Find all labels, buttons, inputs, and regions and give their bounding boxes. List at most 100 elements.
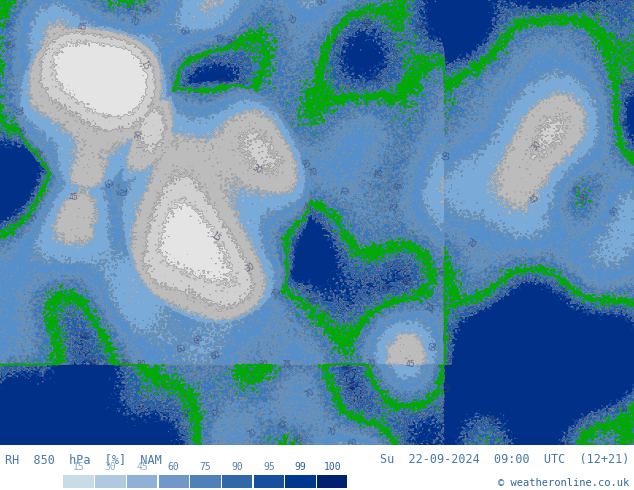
Text: 95: 95 bbox=[488, 412, 498, 424]
Text: 75: 75 bbox=[200, 462, 211, 472]
Text: 80: 80 bbox=[136, 360, 146, 369]
Text: 90: 90 bbox=[304, 294, 316, 307]
Text: 70: 70 bbox=[12, 106, 22, 116]
Text: 95: 95 bbox=[440, 383, 449, 393]
Text: 60: 60 bbox=[103, 177, 117, 191]
Text: 85: 85 bbox=[193, 86, 202, 95]
Text: 95: 95 bbox=[372, 75, 382, 85]
Bar bbox=[158, 475, 189, 488]
Text: 60: 60 bbox=[297, 157, 310, 170]
Bar bbox=[285, 475, 316, 488]
Text: 95: 95 bbox=[362, 19, 372, 27]
Text: 90: 90 bbox=[585, 5, 598, 19]
Text: 90: 90 bbox=[327, 34, 340, 48]
Text: 60: 60 bbox=[439, 150, 448, 161]
Text: 85: 85 bbox=[598, 419, 611, 433]
Bar bbox=[190, 475, 221, 488]
Text: 45: 45 bbox=[528, 192, 541, 205]
Text: 60: 60 bbox=[175, 343, 187, 354]
Text: 60: 60 bbox=[347, 438, 359, 449]
Bar bbox=[95, 475, 126, 488]
Text: 80: 80 bbox=[439, 266, 449, 275]
Text: 75: 75 bbox=[375, 167, 384, 177]
Text: RH  850  hPa  [%]  NAM: RH 850 hPa [%] NAM bbox=[5, 453, 162, 466]
Text: 95: 95 bbox=[217, 77, 228, 88]
Text: Su  22-09-2024  09:00  UTC  (12+21): Su 22-09-2024 09:00 UTC (12+21) bbox=[380, 453, 629, 466]
Text: 75: 75 bbox=[27, 211, 40, 224]
Text: 90: 90 bbox=[181, 407, 194, 420]
Text: 95: 95 bbox=[342, 364, 354, 375]
Text: 80: 80 bbox=[439, 79, 449, 89]
Text: 60: 60 bbox=[168, 462, 179, 472]
Text: 85: 85 bbox=[304, 198, 316, 211]
Text: 95: 95 bbox=[79, 331, 90, 342]
Text: 75: 75 bbox=[275, 418, 288, 431]
Bar bbox=[317, 475, 347, 488]
Text: 95: 95 bbox=[619, 118, 630, 128]
Text: 70: 70 bbox=[463, 237, 477, 250]
Text: 100: 100 bbox=[323, 462, 341, 472]
Text: 70: 70 bbox=[340, 185, 352, 196]
Text: 90: 90 bbox=[616, 80, 626, 91]
Text: 90: 90 bbox=[619, 405, 629, 415]
Text: 95: 95 bbox=[401, 275, 414, 288]
Text: 75: 75 bbox=[207, 406, 219, 419]
Text: 99: 99 bbox=[295, 462, 306, 472]
Text: 80: 80 bbox=[579, 188, 592, 201]
Text: 70: 70 bbox=[116, 186, 126, 196]
Bar bbox=[127, 475, 157, 488]
Text: 60: 60 bbox=[180, 26, 191, 36]
Text: 70: 70 bbox=[325, 427, 336, 438]
Text: 85: 85 bbox=[120, 360, 131, 369]
Text: 60: 60 bbox=[429, 340, 439, 351]
Text: 95: 95 bbox=[290, 237, 302, 250]
Text: 75: 75 bbox=[423, 303, 435, 315]
Text: 75: 75 bbox=[141, 6, 152, 16]
Text: 70: 70 bbox=[245, 428, 258, 440]
Text: 60: 60 bbox=[316, 0, 328, 7]
Text: 30: 30 bbox=[531, 139, 543, 152]
Text: 80: 80 bbox=[1, 18, 15, 31]
Text: 15: 15 bbox=[209, 230, 223, 243]
Text: 60: 60 bbox=[608, 205, 621, 219]
Text: © weatheronline.co.uk: © weatheronline.co.uk bbox=[498, 478, 629, 488]
Text: 85: 85 bbox=[30, 147, 43, 161]
Text: 80: 80 bbox=[290, 433, 302, 446]
Text: 70: 70 bbox=[303, 387, 316, 400]
Text: 45: 45 bbox=[136, 462, 148, 472]
Text: 80: 80 bbox=[575, 196, 588, 208]
Text: 80: 80 bbox=[226, 36, 238, 48]
Text: 75: 75 bbox=[389, 201, 401, 213]
Text: 85: 85 bbox=[617, 438, 629, 450]
Text: 75: 75 bbox=[214, 34, 225, 45]
Text: 30: 30 bbox=[250, 163, 263, 175]
Text: 95: 95 bbox=[263, 462, 275, 472]
Text: 60: 60 bbox=[193, 333, 206, 346]
Bar bbox=[222, 475, 252, 488]
Text: 90: 90 bbox=[204, 53, 216, 66]
Text: 95: 95 bbox=[36, 160, 48, 173]
Text: 85: 85 bbox=[236, 368, 249, 381]
Text: 95: 95 bbox=[346, 380, 359, 392]
Text: 30: 30 bbox=[243, 262, 256, 274]
Text: 90: 90 bbox=[11, 213, 24, 225]
Text: 70: 70 bbox=[284, 14, 297, 27]
Text: 15: 15 bbox=[139, 59, 151, 71]
Text: 75: 75 bbox=[571, 183, 583, 196]
Text: 30: 30 bbox=[105, 462, 116, 472]
Text: 85: 85 bbox=[440, 353, 450, 363]
Text: 80: 80 bbox=[0, 39, 13, 51]
Text: 80: 80 bbox=[125, 2, 136, 13]
Text: 85: 85 bbox=[0, 6, 11, 19]
Text: 15: 15 bbox=[73, 462, 84, 472]
Text: 45: 45 bbox=[68, 192, 78, 201]
Text: 70: 70 bbox=[366, 359, 376, 368]
Text: 90: 90 bbox=[231, 462, 243, 472]
Bar bbox=[63, 475, 94, 488]
Text: 90: 90 bbox=[557, 282, 571, 295]
Text: 95: 95 bbox=[381, 281, 394, 294]
Bar bbox=[254, 475, 284, 488]
Text: 75: 75 bbox=[439, 332, 448, 342]
Text: 95: 95 bbox=[84, 356, 97, 368]
Text: 95: 95 bbox=[415, 20, 427, 31]
